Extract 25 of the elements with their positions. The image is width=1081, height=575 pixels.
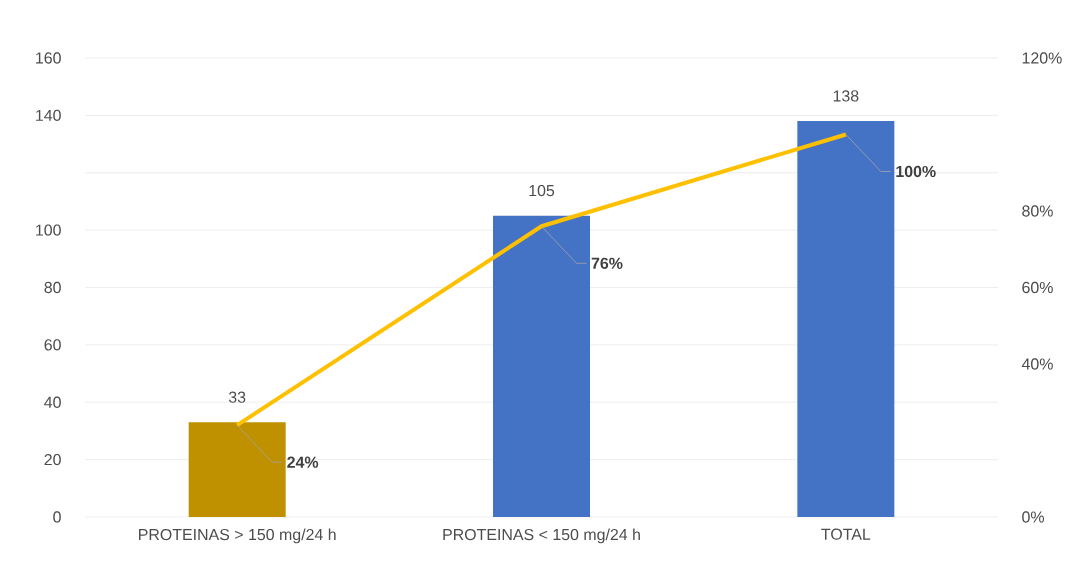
data-label: 138 (833, 90, 859, 102)
y-tick-label: 0 (53, 511, 61, 523)
y-tick-label: 160 (36, 52, 61, 64)
y-tick-label: 40 (44, 396, 61, 408)
y-tick-label: 20 (44, 453, 61, 466)
x-tick-label: PROTEINAS > 150 mg/24 h (139, 528, 336, 544)
bar (797, 121, 895, 517)
y-tick-label: 60 (44, 339, 61, 351)
bar (493, 215, 591, 517)
y-tick-label: 100 (36, 224, 61, 236)
y2-tick-label: 40% (1021, 358, 1053, 370)
x-tick-label: TOTAL (821, 528, 871, 540)
y2-tick-label: 60% (1022, 281, 1053, 294)
x-tick-label: PROTEINAS < 150 mg/24 h (443, 528, 640, 544)
data-label: 100% (896, 165, 936, 178)
data-label: 24% (287, 456, 319, 468)
y2-tick-label: 120% (1022, 52, 1062, 64)
y-tick-label: 80 (44, 281, 61, 294)
bar (188, 422, 286, 517)
y2-tick-label: 0% (1022, 511, 1044, 523)
data-label: 33 (228, 391, 246, 403)
y2-tick-label: 80% (1022, 205, 1053, 217)
data-label: 76% (591, 257, 623, 269)
y-tick-label: 140 (36, 109, 61, 121)
data-label: 105 (529, 184, 555, 197)
